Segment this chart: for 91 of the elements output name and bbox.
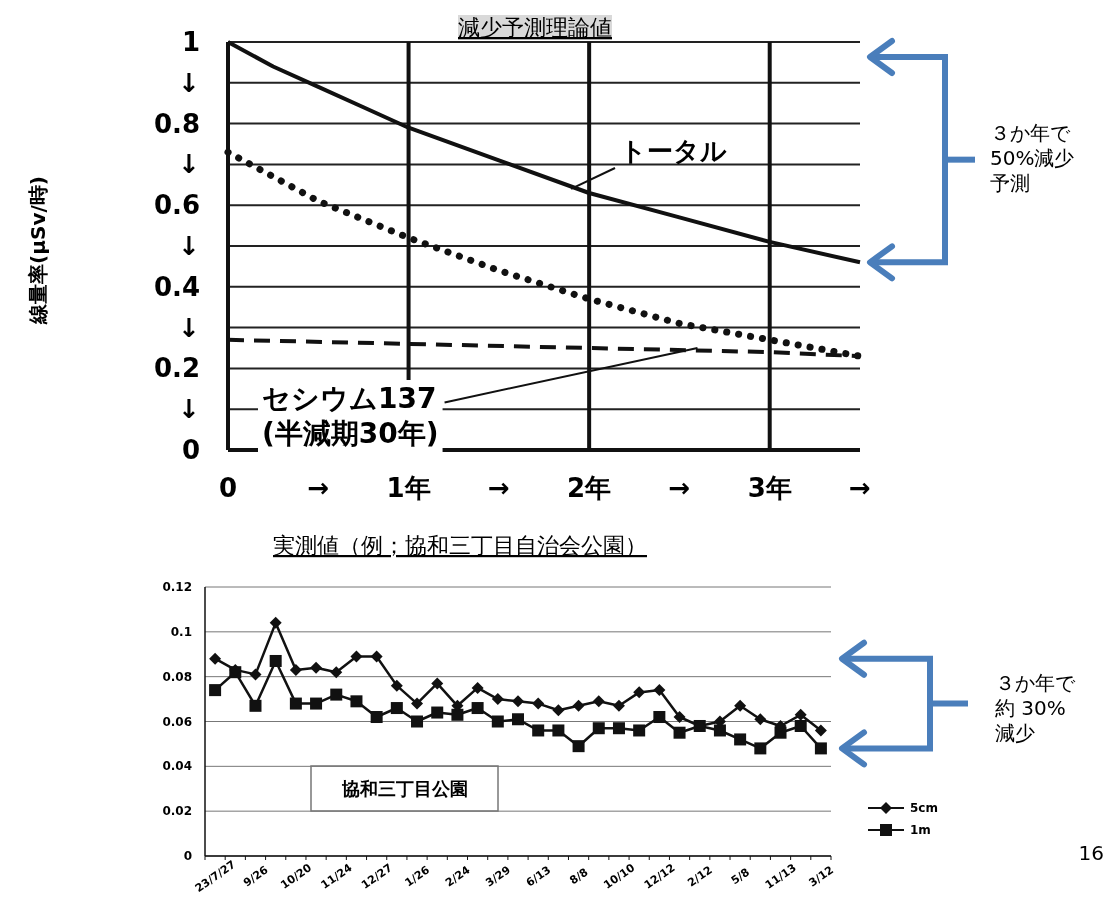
x-tick-label: 1年 bbox=[386, 473, 431, 503]
point bbox=[471, 681, 484, 694]
point bbox=[512, 713, 524, 726]
point bbox=[572, 699, 585, 712]
point bbox=[330, 666, 343, 679]
y-tick-label: 0.06 bbox=[162, 714, 192, 729]
point bbox=[350, 650, 363, 663]
x-tick-label: 2年 bbox=[567, 473, 612, 503]
point bbox=[794, 719, 807, 732]
point bbox=[411, 697, 424, 710]
y-tick-label: 0.1 bbox=[170, 624, 192, 639]
point bbox=[491, 693, 504, 706]
point bbox=[310, 661, 323, 674]
point bbox=[411, 715, 424, 728]
point bbox=[633, 724, 646, 737]
y-tick-label: 0 bbox=[181, 435, 200, 465]
legend-label: 5cm bbox=[910, 801, 938, 815]
point bbox=[451, 708, 464, 721]
point bbox=[532, 697, 545, 710]
point bbox=[673, 711, 686, 724]
y-tick-label: 0.6 bbox=[153, 190, 200, 221]
point bbox=[471, 702, 484, 715]
x-tick-label: 5/8 bbox=[728, 865, 752, 887]
text: ３か年で50%減少予測 bbox=[990, 121, 1075, 195]
point bbox=[310, 697, 323, 710]
y-tick-label: ↓ bbox=[178, 149, 200, 180]
y-tick-label: ↓ bbox=[178, 67, 200, 98]
point bbox=[390, 679, 403, 692]
y-tick-label: 0.12 bbox=[162, 580, 192, 594]
point bbox=[653, 684, 666, 697]
point bbox=[390, 702, 403, 715]
point bbox=[612, 699, 625, 712]
y-tick-label: 0 bbox=[183, 849, 192, 863]
y-tick-label: 0.4 bbox=[153, 271, 200, 302]
point bbox=[249, 699, 262, 712]
point bbox=[734, 699, 747, 712]
text: 16 bbox=[1078, 841, 1104, 865]
point bbox=[552, 724, 565, 737]
point bbox=[552, 704, 565, 717]
y-tick-label: 0.08 bbox=[162, 669, 192, 684]
y-tick-label: 0.04 bbox=[162, 759, 192, 774]
annotation: トータル bbox=[620, 136, 727, 166]
point bbox=[612, 722, 625, 735]
point bbox=[269, 616, 282, 629]
annotation: 協和三丁目公園 bbox=[341, 778, 468, 799]
point bbox=[370, 650, 383, 663]
text: ３か年で約 30%減少 bbox=[995, 671, 1076, 745]
x-tick-label: → bbox=[307, 473, 330, 503]
x-tick-label: 8/8 bbox=[566, 865, 591, 887]
annotation: セシウム137 (半減期30年) bbox=[262, 382, 439, 450]
y-tick-label: 0.02 bbox=[162, 804, 192, 819]
y-axis-title: 線量率(μSv/時) bbox=[26, 176, 50, 325]
y-tick-label: 1 bbox=[181, 27, 200, 57]
x-tick-label: → bbox=[668, 473, 691, 503]
point bbox=[431, 677, 444, 690]
point bbox=[713, 724, 726, 737]
point bbox=[572, 740, 585, 753]
point bbox=[592, 695, 605, 708]
point bbox=[794, 708, 807, 721]
point bbox=[754, 742, 767, 755]
point bbox=[209, 684, 222, 697]
point bbox=[653, 711, 666, 724]
x-tick-label: 3年 bbox=[747, 473, 792, 503]
point bbox=[431, 706, 444, 719]
y-tick-label: 0.8 bbox=[153, 108, 200, 139]
point bbox=[370, 711, 383, 724]
point bbox=[249, 668, 262, 681]
point bbox=[814, 742, 827, 755]
x-tick-label: 0 bbox=[218, 473, 238, 503]
point bbox=[289, 697, 302, 710]
point bbox=[734, 733, 747, 746]
point bbox=[209, 652, 222, 665]
y-tick-label: ↓ bbox=[178, 312, 200, 343]
point bbox=[330, 688, 343, 701]
x-tick-label: → bbox=[487, 473, 510, 503]
point bbox=[350, 695, 363, 708]
point bbox=[673, 726, 686, 739]
point bbox=[754, 713, 767, 726]
x-tick-label: → bbox=[849, 473, 871, 503]
point bbox=[532, 724, 545, 737]
point bbox=[269, 654, 282, 667]
point bbox=[289, 663, 302, 676]
y-tick-label: ↓ bbox=[178, 394, 200, 425]
point bbox=[633, 686, 646, 699]
point bbox=[512, 695, 524, 708]
point bbox=[592, 722, 605, 735]
legend-label: 1m bbox=[910, 823, 931, 837]
y-tick-label: 0.2 bbox=[153, 353, 200, 384]
point bbox=[814, 724, 827, 737]
y-tick-label: ↓ bbox=[178, 231, 200, 261]
point bbox=[491, 715, 504, 728]
